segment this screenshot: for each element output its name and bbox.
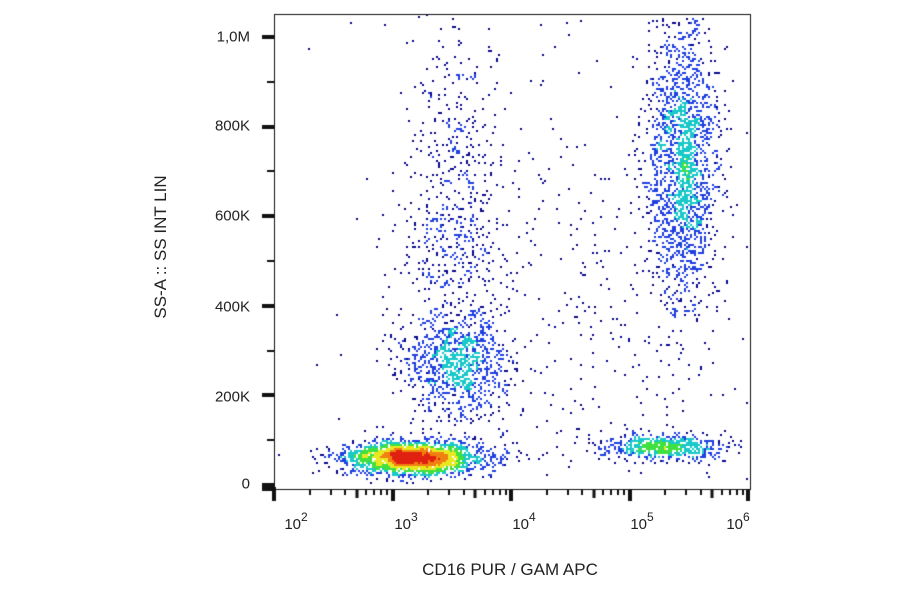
x-axis-label: CD16 PUR / GAM APC (422, 560, 598, 579)
y-tick-label: 800K (214, 117, 250, 135)
y-tick-label: 0 (241, 475, 250, 493)
x-tick-label: 105 (630, 510, 654, 533)
y-tick-label: 400K (214, 298, 250, 316)
x-tick-label: 104 (512, 510, 536, 533)
y-axis-label: SS-A :: SS INT LIN (151, 175, 170, 319)
y-tick-label: 200K (214, 388, 250, 406)
y-tick-label: 600K (214, 207, 250, 225)
x-tick-label: 106 (726, 510, 750, 533)
y-tick-label: 1,0M (216, 28, 250, 46)
x-tick-label: 102 (284, 510, 308, 533)
x-tick-label: 103 (394, 510, 418, 533)
